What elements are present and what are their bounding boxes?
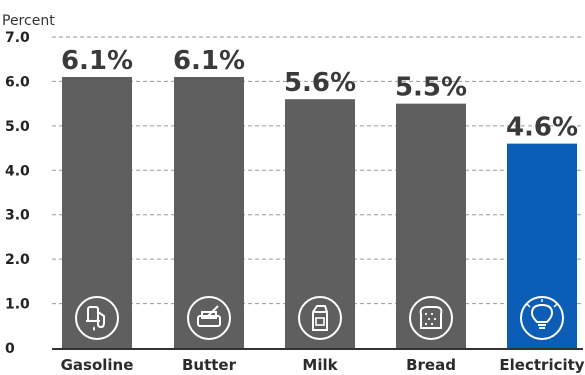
value-label-electricity: 4.6% <box>506 113 578 143</box>
bar-group-electricity: 4.6% Electricity <box>499 113 584 374</box>
butter-icon <box>187 296 231 340</box>
bar-group-butter: 6.1% Butter <box>173 46 245 374</box>
value-label-gasoline: 6.1% <box>61 46 133 76</box>
bread-icon <box>409 296 453 340</box>
category-label-milk: Milk <box>302 356 338 374</box>
bar-group-bread: 5.5% Bread <box>395 73 467 374</box>
y-axis-unit-label: Percent <box>2 13 55 29</box>
gridlines <box>52 36 583 305</box>
y-tick-label: 0 <box>5 341 15 357</box>
category-label-gasoline: Gasoline <box>61 356 134 374</box>
y-axis-ticks: 0 1.0 2.0 3.0 4.0 5.0 6.0 7.0 <box>5 30 30 357</box>
bar-bread <box>396 103 466 349</box>
y-tick-label: 1.0 <box>5 297 30 313</box>
bar-group-milk: 5.6% Milk <box>284 68 356 374</box>
y-tick-label: 6.0 <box>5 74 30 90</box>
y-tick-label: 3.0 <box>5 208 30 224</box>
gas-pump-icon <box>75 296 119 340</box>
bar-group-gasoline: 6.1% Gasoline <box>61 46 134 374</box>
y-tick-label: 2.0 <box>5 252 30 268</box>
milk-carton-icon <box>298 296 342 340</box>
value-label-bread: 5.5% <box>395 73 467 103</box>
category-label-bread: Bread <box>406 356 456 374</box>
category-label-electricity: Electricity <box>499 356 584 374</box>
value-label-milk: 5.6% <box>284 68 356 98</box>
bar-milk <box>285 99 355 348</box>
y-tick-label: 4.0 <box>5 163 30 179</box>
bar-gasoline <box>62 76 132 348</box>
y-tick-label: 7.0 <box>5 30 30 46</box>
bar-butter <box>174 76 244 348</box>
bar-electricity <box>507 143 577 348</box>
value-label-butter: 6.1% <box>173 46 245 76</box>
bars: 6.1% Gasoline 6.1% Butter 5.6% Milk 5.5% Bread 4… <box>61 46 585 374</box>
y-tick-label: 5.0 <box>5 119 30 135</box>
category-label-butter: Butter <box>182 356 237 374</box>
light-bulb-icon <box>520 296 564 340</box>
